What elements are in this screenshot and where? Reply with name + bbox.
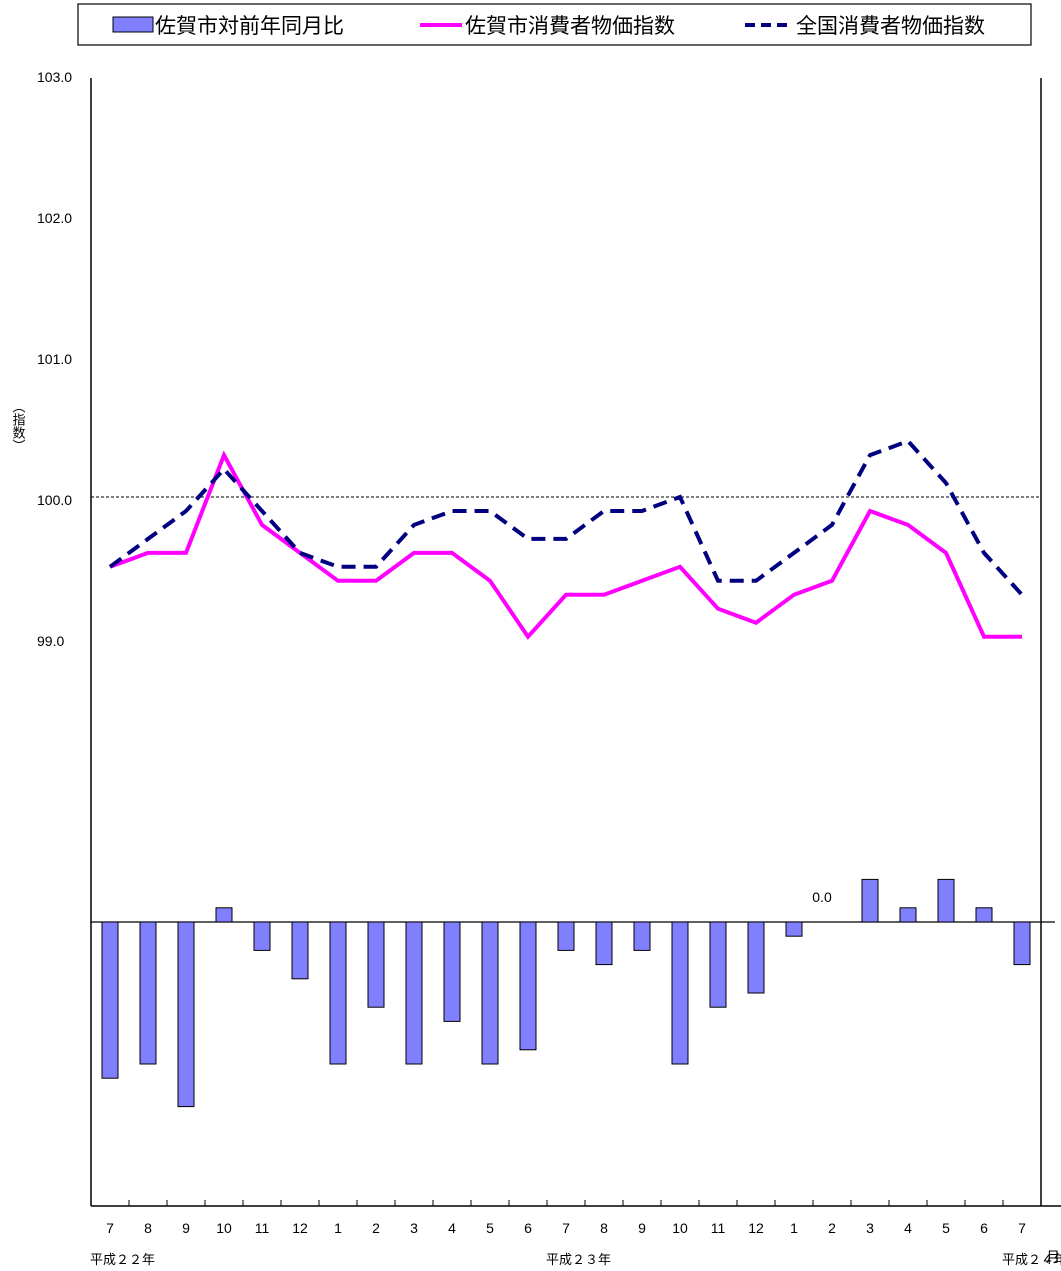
- bar-yoy-7: [367, 921, 385, 1008]
- y-tick-labels: 103.0 102.0 101.0 100.0 99.0: [37, 69, 72, 649]
- bar-label-0: 0.0: [812, 889, 832, 905]
- legend-label-national-line: 全国消費者物価指数: [796, 14, 985, 38]
- bar-yoy-12: [557, 921, 575, 951]
- bar-yoy-23: [975, 907, 993, 923]
- x-tick-13: 8: [600, 1220, 608, 1236]
- bars-yoy: [101, 878, 1031, 1108]
- x-tick-18: 1: [790, 1220, 798, 1236]
- x-tick-24: 7: [1018, 1220, 1026, 1236]
- bar-yoy-21: [899, 907, 917, 923]
- x-tick-12: 7: [562, 1220, 570, 1236]
- x-tick-21: 4: [904, 1220, 912, 1236]
- x-tick-7: 2: [372, 1220, 380, 1236]
- bar-yoy-9: [443, 921, 461, 1022]
- bar-yoy-14: [633, 921, 651, 951]
- bar-yoy-17: [747, 921, 765, 994]
- era-label-1: 平成２３年: [546, 1253, 611, 1268]
- era-label-0: 平成２２年: [90, 1253, 155, 1268]
- bar-yoy-11: [519, 921, 537, 1051]
- bar-yoy-1: [139, 921, 157, 1065]
- bar-yoy-13: [595, 921, 613, 966]
- x-tick-2: 9: [182, 1220, 190, 1236]
- bar-yoy-3: [215, 907, 233, 923]
- bar-yoy-6: [329, 921, 347, 1065]
- bar-yoy-5: [291, 921, 309, 980]
- x-tick-3: 10: [216, 1220, 232, 1236]
- bar-yoy-20: [861, 878, 879, 923]
- y-tick-102: 102.0: [37, 210, 72, 226]
- bar-yoy-18: [785, 921, 803, 937]
- bar-yoy-16: [709, 921, 727, 1008]
- bar-data-labels: 0.0: [812, 889, 832, 905]
- x-tick-19: 2: [828, 1220, 836, 1236]
- x-tick-5: 12: [292, 1220, 308, 1236]
- line-saga-cpi: [109, 450, 1022, 640]
- y-tick-99: 99.0: [37, 633, 64, 649]
- legend: 佐賀市対前年同月比 佐賀市消費者物価指数 全国消費者物価指数: [77, 3, 1032, 46]
- x-tick-20: 3: [866, 1220, 874, 1236]
- index-lines: [108, 438, 1024, 640]
- x-tick-1: 8: [144, 1220, 152, 1236]
- x-tick-9: 4: [448, 1220, 456, 1236]
- x-tick-15: 10: [672, 1220, 688, 1236]
- y-tick-100: 100.0: [37, 492, 72, 508]
- x-tick-14: 9: [638, 1220, 646, 1236]
- x-tick-23: 6: [980, 1220, 988, 1236]
- era-label-2: 平成２４年: [1002, 1253, 1061, 1268]
- x-tick-6: 1: [334, 1220, 342, 1236]
- x-tick-16: 11: [711, 1220, 726, 1236]
- bar-yoy-4: [253, 921, 271, 951]
- bar-yoy-10: [481, 921, 499, 1065]
- era-labels: 平成２２年 平成２３年 平成２４年: [90, 1253, 1061, 1268]
- x-tick-17: 12: [748, 1220, 764, 1236]
- bar-yoy-8: [405, 921, 423, 1065]
- x-tick-10: 5: [486, 1220, 494, 1236]
- y-axis-title: （指数）: [11, 400, 26, 452]
- x-tick-11: 6: [524, 1220, 532, 1236]
- x-tick-labels: 7 8 9 10 11 12 1 2 3 4 5 6 7 8 9 10 11 12 1 2 3 4 5 6 7: [106, 1200, 1026, 1236]
- x-tick-8: 3: [410, 1220, 418, 1236]
- legend-label-saga-line: 佐賀市消費者物価指数: [465, 14, 675, 38]
- legend-box: [77, 3, 1032, 46]
- bar-yoy-0: [101, 921, 119, 1079]
- x-tick-4: 11: [255, 1220, 270, 1236]
- x-axis-suffix: 月: [1046, 1249, 1060, 1265]
- x-tick-22: 5: [942, 1220, 950, 1236]
- bar-yoy-22: [937, 878, 955, 923]
- y-tick-103: 103.0: [37, 69, 72, 85]
- y-tick-101: 101.0: [37, 351, 72, 367]
- bar-yoy-2: [177, 921, 195, 1108]
- legend-swatch-bar: [112, 16, 154, 33]
- x-tick-0: 7: [106, 1220, 114, 1236]
- legend-label-bar: 佐賀市対前年同月比: [155, 14, 344, 38]
- bar-yoy-24: [1013, 921, 1031, 966]
- bar-yoy-15: [671, 921, 689, 1065]
- line-national-cpi: [108, 438, 1024, 597]
